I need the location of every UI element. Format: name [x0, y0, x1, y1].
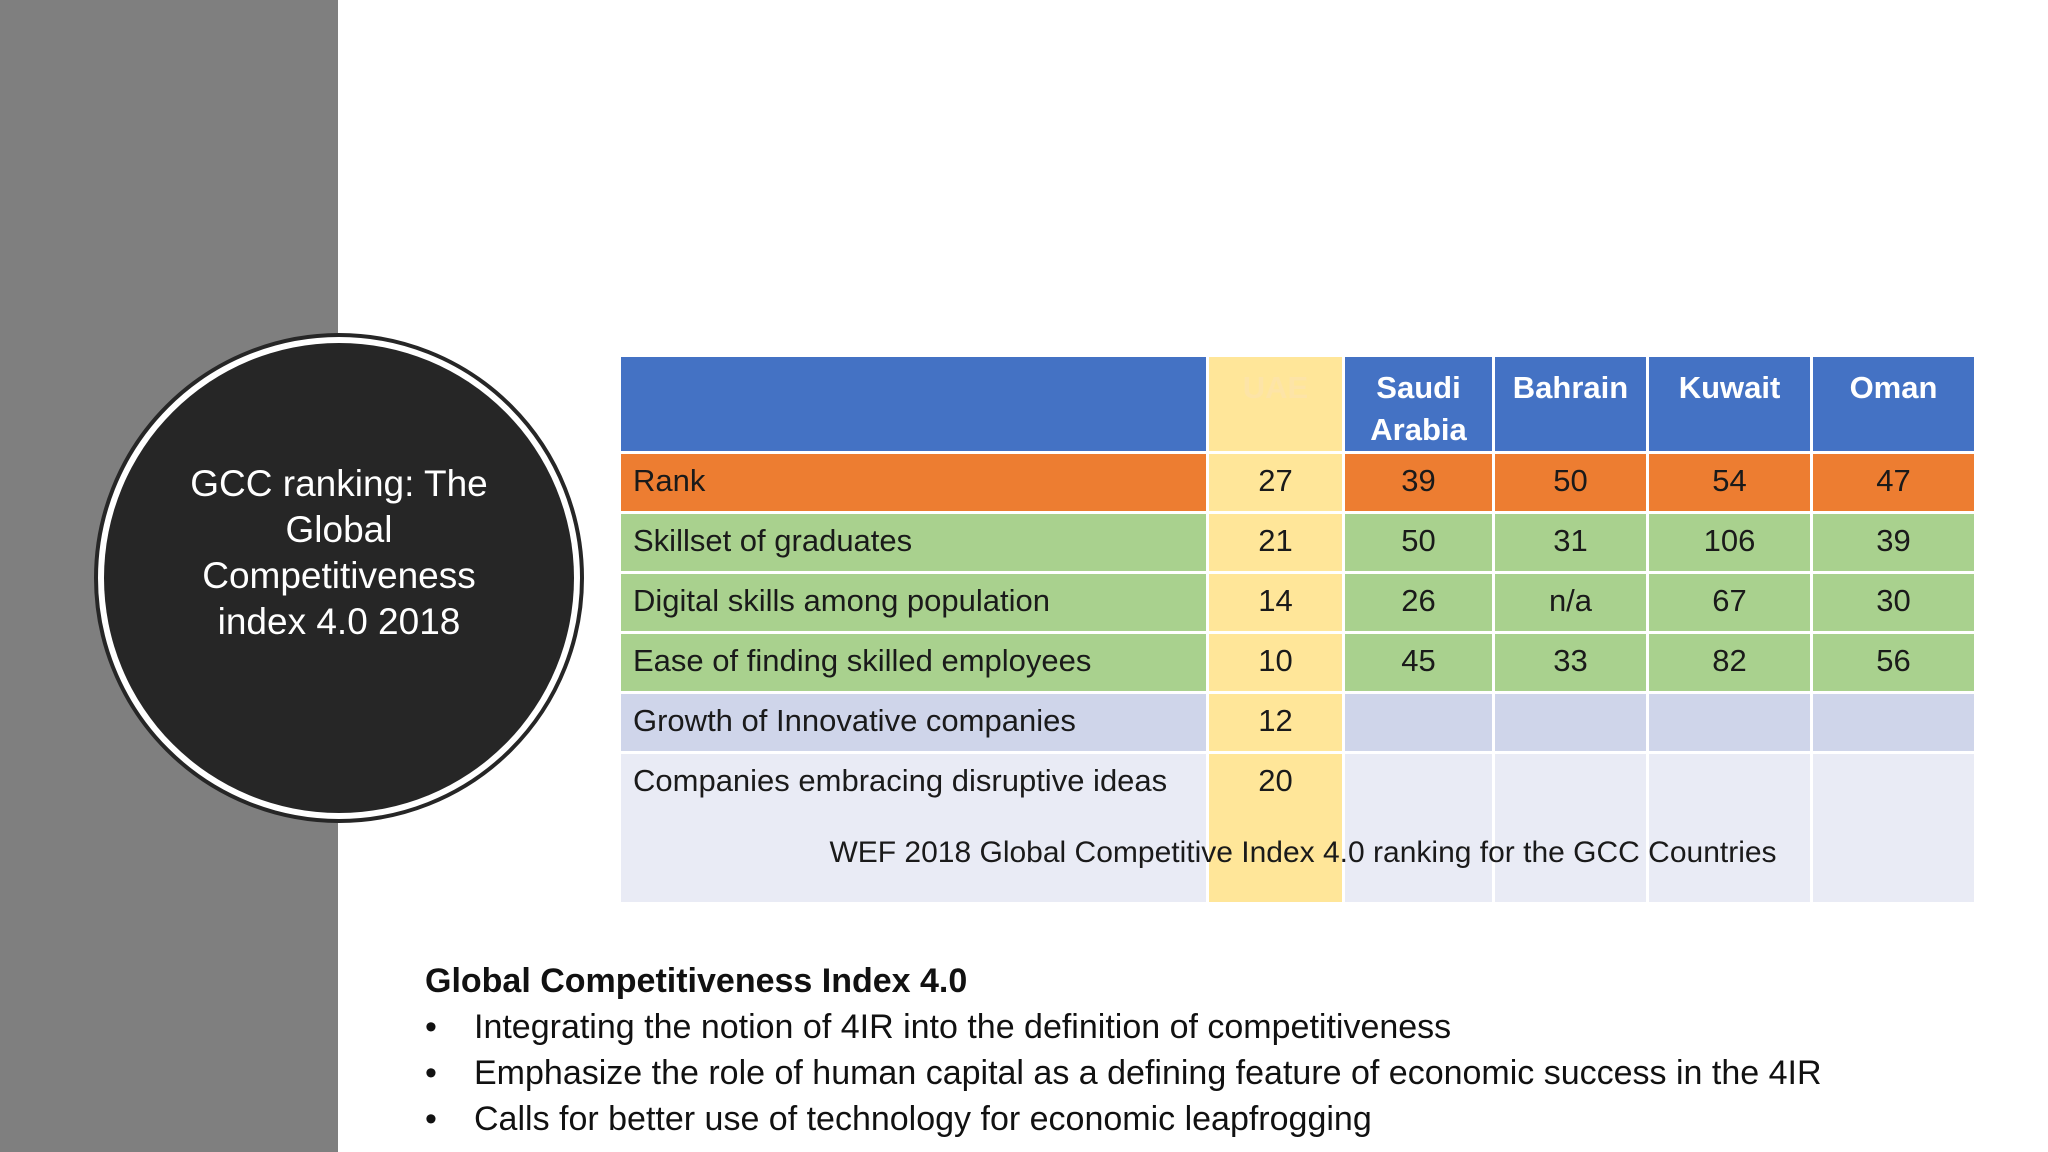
- table-caption-text: WEF 2018 Global Competitive Index 4.0 ra…: [829, 836, 1777, 869]
- cell-bahrain: n/a: [1492, 571, 1649, 634]
- cell-bahrain: 31: [1492, 511, 1649, 574]
- list-item: • Integrating the notion of 4IR into the…: [425, 1004, 1985, 1050]
- bullet-icon: •: [425, 1008, 437, 1046]
- row-label: Digital skills among population: [618, 571, 1209, 634]
- header-cell-oman: Oman: [1810, 354, 1977, 454]
- cell-bahrain: 33: [1492, 631, 1649, 694]
- table-row-innovative-companies: Growth of Innovative companies 12: [618, 691, 1977, 754]
- table-row-rank: Rank 27 39 50 54 47: [618, 451, 1977, 514]
- cell-uae: 14: [1206, 571, 1345, 634]
- cell-uae: 10: [1206, 631, 1345, 694]
- cell-saudi-arabia: 39: [1342, 451, 1495, 514]
- table-row-disruptive-ideas: Companies embracing disruptive ideas 20: [618, 751, 1977, 905]
- notes-title: Global Competitiveness Index 4.0: [425, 962, 968, 1000]
- cell-kuwait: [1646, 691, 1813, 754]
- cell-kuwait: 67: [1646, 571, 1813, 634]
- cell-oman: [1810, 751, 1977, 905]
- table-row-skillset: Skillset of graduates 21 50 31 106 39: [618, 511, 1977, 574]
- header-cell-uae: UAE: [1206, 354, 1345, 454]
- cell-kuwait: 54: [1646, 451, 1813, 514]
- slide-title: GCC ranking: The Global Competitiveness …: [179, 461, 499, 645]
- row-label: Rank: [618, 451, 1209, 514]
- cell-bahrain: 50: [1492, 451, 1649, 514]
- cell-uae: 21: [1206, 511, 1345, 574]
- cell-saudi-arabia: 50: [1342, 511, 1495, 574]
- header-cell-label: [618, 354, 1209, 454]
- list-item: • Emphasize the role of human capital as…: [425, 1050, 1985, 1096]
- cell-saudi-arabia: [1342, 751, 1495, 905]
- bullet-icon: •: [425, 1100, 437, 1138]
- list-item: • Calls for better use of technology for…: [425, 1096, 1985, 1142]
- title-circle: GCC ranking: The Global Competitiveness …: [104, 343, 574, 813]
- table-row-digital-skills: Digital skills among population 14 26 n/…: [618, 571, 1977, 634]
- header-cell-bahrain: Bahrain: [1492, 354, 1649, 454]
- list-item-text: Integrating the notion of 4IR into the d…: [474, 1008, 1452, 1046]
- slide-title-line: Global: [285, 509, 393, 550]
- cell-uae: 20: [1206, 751, 1345, 905]
- cell-oman: [1810, 691, 1977, 754]
- bullet-icon: •: [425, 1054, 437, 1092]
- cell-oman: 47: [1810, 451, 1977, 514]
- list-item-text: Emphasize the role of human capital as a…: [474, 1054, 1822, 1092]
- gci-ranking-table: UAE Saudi Arabia Bahrain Kuwait Oman Ran…: [618, 354, 1977, 905]
- cell-kuwait: 106: [1646, 511, 1813, 574]
- cell-oman: 39: [1810, 511, 1977, 574]
- row-label: Ease of finding skilled employees: [618, 631, 1209, 694]
- slide-title-line: index 4.0 2018: [217, 601, 461, 642]
- table-caption: WEF 2018 Global Competitive Index 4.0 ra…: [618, 836, 2038, 870]
- cell-oman: 30: [1810, 571, 1977, 634]
- cell-saudi-arabia: [1342, 691, 1495, 754]
- row-label: Companies embracing disruptive ideas: [618, 751, 1209, 905]
- list-item-text: Calls for better use of technology for e…: [474, 1100, 1372, 1138]
- cell-uae: 12: [1206, 691, 1345, 754]
- row-label: Growth of Innovative companies: [618, 691, 1209, 754]
- slide-title-line: GCC ranking: The: [190, 463, 488, 504]
- cell-oman: 56: [1810, 631, 1977, 694]
- slide-title-line: Competitiveness: [202, 555, 476, 596]
- row-label: Skillset of graduates: [618, 511, 1209, 574]
- cell-saudi-arabia: 26: [1342, 571, 1495, 634]
- cell-bahrain: [1492, 751, 1649, 905]
- table-header-row: UAE Saudi Arabia Bahrain Kuwait Oman: [618, 354, 1977, 454]
- bullet-list: • Integrating the notion of 4IR into the…: [425, 1004, 1985, 1142]
- cell-saudi-arabia: 45: [1342, 631, 1495, 694]
- table-row-skilled-employees: Ease of finding skilled employees 10 45 …: [618, 631, 1977, 694]
- notes-section: Global Competitiveness Index 4.0 • Integ…: [425, 958, 1985, 1142]
- cell-uae: 27: [1206, 451, 1345, 514]
- header-cell-saudi-arabia: Saudi Arabia: [1342, 354, 1495, 454]
- header-cell-kuwait: Kuwait: [1646, 354, 1813, 454]
- cell-kuwait: [1646, 751, 1813, 905]
- cell-kuwait: 82: [1646, 631, 1813, 694]
- cell-bahrain: [1492, 691, 1649, 754]
